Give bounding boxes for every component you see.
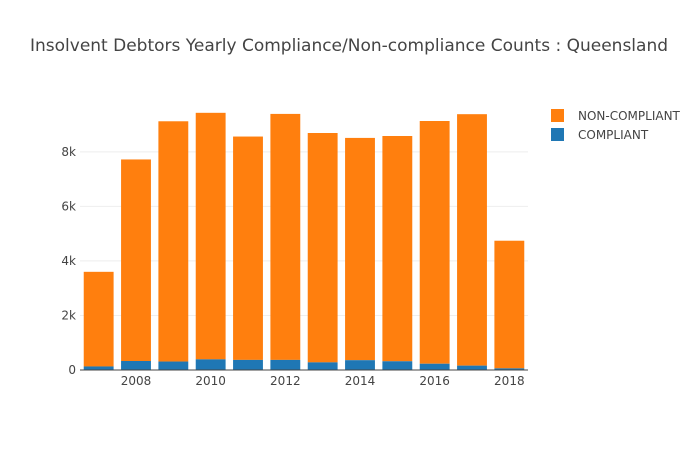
bar-non-compliant bbox=[382, 136, 413, 362]
bar-compliant bbox=[195, 359, 226, 370]
chart-title: Insolvent Debtors Yearly Compliance/Non-… bbox=[30, 36, 668, 56]
bar-compliant bbox=[270, 359, 301, 370]
bar-non-compliant bbox=[494, 240, 525, 369]
x-tick-label: 2008 bbox=[121, 374, 152, 388]
bar-non-compliant bbox=[270, 113, 301, 360]
bar-compliant bbox=[457, 365, 487, 370]
bar-compliant bbox=[121, 361, 151, 370]
x-tick-label: 2010 bbox=[195, 374, 226, 388]
x-tick-label: 2012 bbox=[270, 374, 301, 388]
y-tick-label: 8k bbox=[61, 145, 76, 159]
y-tick-label: 4k bbox=[61, 254, 76, 268]
bar-compliant bbox=[345, 360, 375, 370]
bar-compliant bbox=[158, 361, 189, 370]
bar-non-compliant bbox=[195, 112, 226, 360]
bar-non-compliant bbox=[233, 136, 263, 360]
legend: NON-COMPLIANT COMPLIANT bbox=[551, 109, 681, 142]
legend-swatch bbox=[551, 109, 564, 122]
x-tick-label: 2018 bbox=[494, 374, 525, 388]
y-tick-label: 0 bbox=[68, 363, 76, 377]
legend-label: COMPLIANT bbox=[578, 128, 649, 142]
bar-compliant bbox=[233, 359, 263, 370]
bar-non-compliant bbox=[83, 271, 114, 367]
bar-non-compliant bbox=[419, 121, 450, 364]
x-tick-label: 2016 bbox=[419, 374, 450, 388]
legend-label: NON-COMPLIANT bbox=[578, 109, 681, 123]
bar-compliant bbox=[419, 363, 450, 370]
bar-compliant bbox=[307, 362, 338, 370]
y-axis-ticks: 0 2k 4k 6k 8k bbox=[61, 145, 76, 377]
bar-compliant bbox=[83, 366, 114, 370]
legend-swatch bbox=[551, 128, 564, 141]
bar-compliant bbox=[382, 361, 413, 370]
bar-non-compliant bbox=[457, 114, 487, 366]
y-tick-label: 6k bbox=[61, 199, 76, 213]
bar-non-compliant bbox=[158, 121, 189, 362]
x-axis-ticks: 2008 2010 2012 2014 2016 2018 bbox=[121, 374, 525, 388]
bar-non-compliant bbox=[345, 137, 375, 361]
y-tick-label: 2k bbox=[61, 308, 76, 322]
bar-non-compliant bbox=[307, 133, 338, 363]
bar-non-compliant bbox=[121, 159, 151, 361]
x-tick-label: 2014 bbox=[345, 374, 376, 388]
gridlines bbox=[80, 151, 528, 316]
bar-compliant bbox=[494, 368, 525, 370]
bars bbox=[83, 112, 525, 370]
